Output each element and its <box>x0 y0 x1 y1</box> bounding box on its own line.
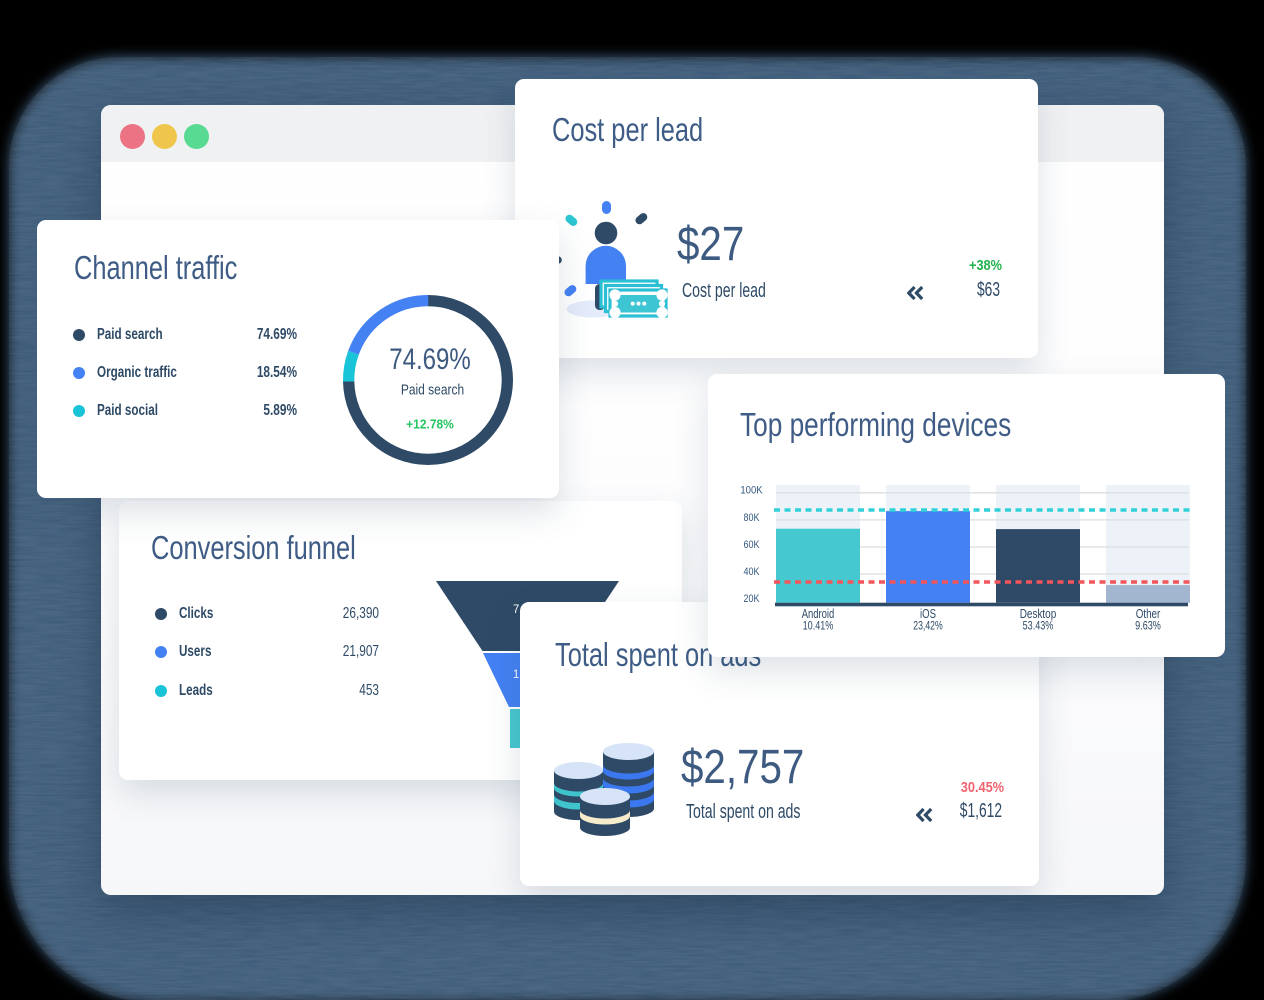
svg-text:60K: 60K <box>744 539 761 551</box>
svg-text:20K: 20K <box>744 593 761 605</box>
svg-text:Paid search: Paid search <box>401 382 464 399</box>
svg-text:10.41%: 10.41% <box>803 621 834 633</box>
svg-text:74.69%: 74.69% <box>389 343 471 376</box>
svg-text:9.63%: 9.63% <box>1135 621 1161 633</box>
svg-text:Other: Other <box>1136 607 1161 621</box>
svg-text:100K: 100K <box>740 485 763 497</box>
svg-text:40K: 40K <box>744 566 761 578</box>
svg-text:80K: 80K <box>744 512 761 524</box>
svg-text:23,42%: 23,42% <box>913 621 943 633</box>
svg-text:53.43%: 53.43% <box>1023 621 1054 633</box>
svg-text:Android: Android <box>802 607 835 621</box>
svg-text:iOS: iOS <box>920 607 936 621</box>
svg-text:+12.78%: +12.78% <box>406 417 454 432</box>
svg-text:Desktop: Desktop <box>1020 607 1057 621</box>
